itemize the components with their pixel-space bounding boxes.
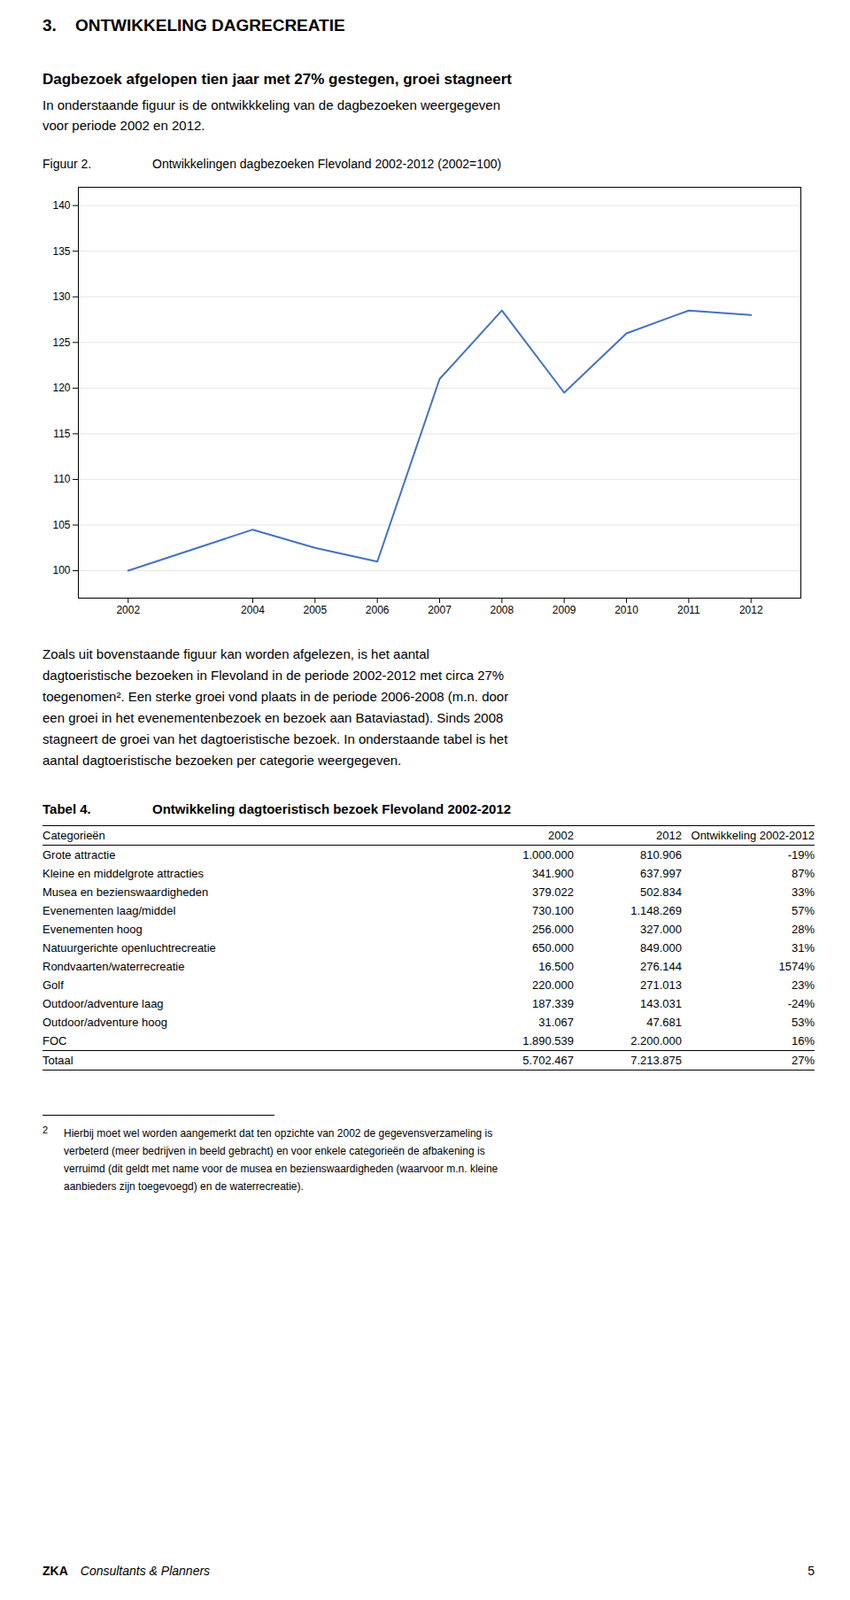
html-text:16.500: 16.500: [538, 959, 574, 974]
html-text:637.997: 637.997: [640, 866, 682, 881]
html-text:276.144: 276.144: [640, 959, 682, 974]
html-text:Ontwikkelingen dagbezoeken Fle: Ontwikkelingen dagbezoeken Flevoland 200…: [152, 156, 502, 171]
svg-text:105: 105: [52, 518, 70, 532]
html-text:toegenomen². Een sterke groei: toegenomen². Een sterke groei vond plaat…: [42, 688, 509, 704]
svg-text:125: 125: [52, 336, 70, 349]
html-text:dagtoeristische bezoeken in Fl: dagtoeristische bezoeken in Flevoland in…: [42, 667, 504, 683]
html-text:aantal dagtoeristische bezoeke: aantal dagtoeristische bezoeken per cate…: [42, 752, 402, 768]
html-text:Outdoor/adventure laag: Outdoor/adventure laag: [42, 996, 164, 1011]
html-text:650.000: 650.000: [532, 941, 574, 955]
html-text:Tabel 4.: Tabel 4.: [42, 801, 92, 817]
html-text:Consultants & Planners: Consultants & Planners: [80, 1563, 210, 1578]
html-text:Evenementen laag/middel: Evenementen laag/middel: [42, 904, 176, 918]
svg-text:2002: 2002: [115, 603, 140, 617]
html-text:143.031: 143.031: [640, 996, 682, 1011]
html-text:Ontwikkeling 2002-2012: Ontwikkeling 2002-2012: [691, 828, 815, 843]
html-text:Outdoor/adventure hoog: Outdoor/adventure hoog: [42, 1015, 168, 1029]
html-text:Natuurgerichte openluchtrecrea: Natuurgerichte openluchtrecreatie: [42, 941, 216, 955]
html-text:Rondvaarten/waterrecreatie: Rondvaarten/waterrecreatie: [42, 959, 185, 974]
html-text:187.339: 187.339: [532, 996, 574, 1011]
html-text:2.200.000: 2.200.000: [630, 1034, 682, 1048]
svg-text:2012: 2012: [739, 603, 764, 617]
html-text:502.834: 502.834: [640, 885, 682, 899]
svg-text:2006: 2006: [365, 603, 390, 617]
html-text:FOC: FOC: [42, 1034, 67, 1048]
html-text:849.000: 849.000: [640, 941, 682, 955]
html-text:57%: 57%: [791, 904, 815, 918]
html-text:5: 5: [807, 1563, 815, 1578]
svg-text:2008: 2008: [489, 603, 514, 617]
html-text:5.702.467: 5.702.467: [522, 1053, 574, 1067]
html-text:379.022: 379.022: [532, 885, 574, 899]
html-text:220.000: 220.000: [532, 978, 574, 992]
html-text:16%: 16%: [791, 1034, 815, 1048]
html-text:27%: 27%: [791, 1053, 815, 1067]
svg-text:110: 110: [53, 472, 70, 486]
html-text:een groei in het evenementenbe: een groei in het evenementenbezoek en be…: [42, 710, 504, 726]
html-text:Totaal: Totaal: [42, 1053, 74, 1067]
html-text:1.890.539: 1.890.539: [522, 1034, 574, 1048]
html-text:341.900: 341.900: [532, 866, 574, 881]
html-text:7.213.875: 7.213.875: [630, 1053, 682, 1067]
html-text:33%: 33%: [791, 885, 815, 899]
html-text:2: 2: [42, 1124, 48, 1136]
html-text:2002: 2002: [548, 828, 574, 843]
svg-text:2005: 2005: [302, 603, 327, 617]
svg-text:2011: 2011: [677, 603, 701, 617]
svg-text:2007: 2007: [427, 603, 452, 617]
html-text:Figuur 2.: Figuur 2.: [42, 156, 92, 171]
html-text:2012: 2012: [656, 828, 682, 843]
html-text:stagneert de groei van het dag: stagneert de groei van het dagtoeristisc…: [42, 731, 508, 747]
html-text:Musea en bezienswaardigheden: Musea en bezienswaardigheden: [42, 885, 209, 899]
html-text:87%: 87%: [791, 866, 815, 881]
svg-text:140: 140: [52, 199, 70, 212]
svg-text:2010: 2010: [614, 603, 639, 617]
html-text:28%: 28%: [791, 922, 815, 936]
html-text:327.000: 327.000: [640, 922, 682, 936]
html-text:1.000.000: 1.000.000: [522, 848, 574, 862]
svg-text:2004: 2004: [240, 603, 265, 617]
html-text:Dagbezoek afgelopen tien jaar: Dagbezoek afgelopen tien jaar met 27% ge…: [42, 70, 512, 88]
svg-text:135: 135: [52, 245, 70, 258]
svg-text:100: 100: [52, 564, 70, 577]
html-text:In onderstaande figuur is de o: In onderstaande figuur is de ontwikkkeli…: [42, 97, 501, 133]
html-text:47.681: 47.681: [646, 1015, 682, 1029]
svg-text:120: 120: [52, 381, 70, 395]
svg-text:2009: 2009: [552, 603, 577, 617]
html-text:3. ONTWIKKELING DAGRECREATIE: 3. ONTWIKKELING DAGRECREATIE: [42, 15, 346, 35]
html-text:Kleine en middelgrote attracti: Kleine en middelgrote attracties: [42, 866, 204, 881]
svg-text:130: 130: [52, 290, 70, 303]
html-text:1574%: 1574%: [778, 959, 815, 974]
html-text:31%: 31%: [791, 941, 815, 955]
html-text:53%: 53%: [791, 1015, 815, 1029]
html-text:Categorieën: Categorieën: [42, 828, 106, 843]
html-text:Evenementen hoog: Evenementen hoog: [42, 922, 143, 936]
html-text:Zoals uit bovenstaande figuur: Zoals uit bovenstaande figuur kan worden…: [42, 646, 430, 662]
svg-text:115: 115: [53, 427, 70, 441]
html-text:-24%: -24%: [787, 996, 815, 1011]
html-text:23%: 23%: [791, 978, 815, 992]
html-text:1.148.269: 1.148.269: [630, 904, 682, 918]
html-text:810.906: 810.906: [640, 848, 682, 862]
html-text:Hierbij moet wel worden aangem: Hierbij moet wel worden aangemerkt dat t…: [63, 1127, 498, 1193]
html-text:31.067: 31.067: [538, 1015, 574, 1029]
html-text:Grote attractie: Grote attractie: [42, 848, 116, 862]
html-text:Ontwikkeling dagtoeristisch be: Ontwikkeling dagtoeristisch bezoek Flevo…: [152, 801, 511, 817]
html-text:271.013: 271.013: [640, 978, 682, 992]
html-text:730.100: 730.100: [532, 904, 574, 918]
html-text:ZKA: ZKA: [42, 1563, 68, 1578]
html-text:-19%: -19%: [787, 848, 815, 862]
html-text:256.000: 256.000: [532, 922, 574, 936]
html-text:Golf: Golf: [42, 978, 64, 992]
